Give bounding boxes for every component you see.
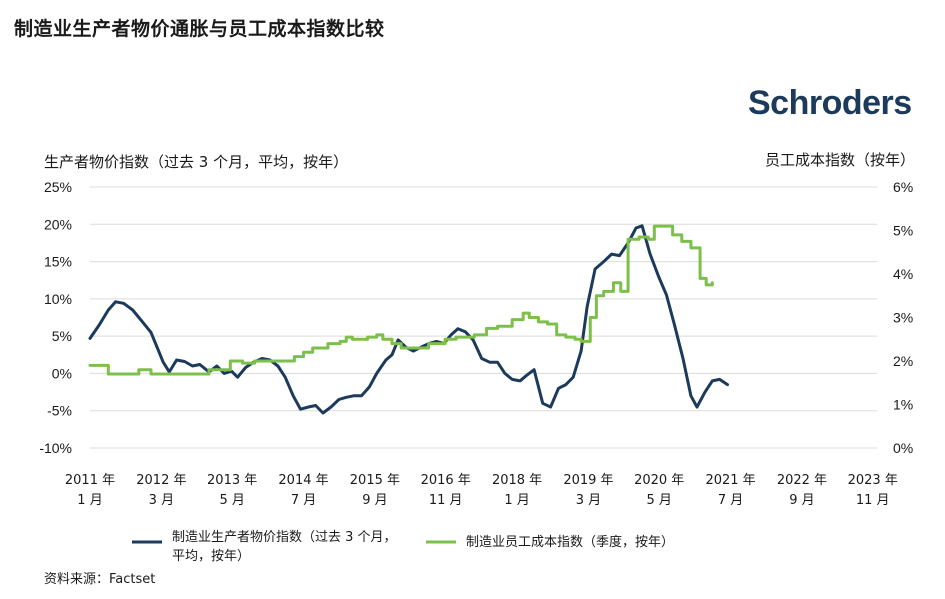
x-tick-year: 2018 年 — [492, 473, 542, 488]
legend-label-ppi-line1: 制造业生产者物价指数（过去 3 个月， — [172, 530, 397, 545]
x-tick-month: 3 月 — [576, 493, 601, 508]
x-tick-year: 2022 年 — [777, 473, 827, 488]
left-tick-label: 20% — [44, 216, 72, 232]
left-tick-label: 0% — [52, 365, 72, 381]
right-tick-label: 1% — [893, 397, 913, 413]
left-axis-ticks: 25% 20% 15% 10% 5% 0% -5% -10% — [39, 179, 72, 456]
gridlines — [90, 186, 877, 449]
x-tick-month: 5 月 — [219, 493, 244, 508]
x-tick-month: 9 月 — [789, 493, 814, 508]
left-tick-label: 5% — [52, 328, 72, 344]
right-tick-label: 3% — [893, 310, 913, 326]
schroders-logo: Schroders — [748, 84, 912, 122]
legend-item-eci: 制造业员工成本指数（季度，按年） — [466, 533, 674, 552]
x-tick-month: 7 月 — [291, 493, 316, 508]
right-tick-label: 6% — [893, 179, 913, 195]
x-tick-year: 2016 年 — [421, 473, 471, 488]
x-tick-month: 9 月 — [362, 493, 387, 508]
legend-item-ppi: 制造业生产者物价指数（过去 3 个月， 平均，按年） — [172, 528, 397, 566]
right-tick-label: 0% — [893, 440, 913, 456]
x-tick-year: 2011 年 — [65, 473, 115, 488]
series-lines — [88, 224, 729, 415]
x-tick-year: 2015 年 — [350, 473, 400, 488]
x-tick-year: 2021 年 — [705, 473, 755, 488]
x-tick-month: 1 月 — [77, 493, 102, 508]
left-tick-label: 15% — [44, 254, 72, 270]
x-tick-year: 2013 年 — [207, 473, 257, 488]
ppi-series-line — [88, 224, 729, 415]
x-tick-year: 2020 年 — [634, 473, 684, 488]
x-tick-month: 1 月 — [504, 493, 529, 508]
chart-title: 制造业生产者物价通胀与员工成本指数比较 — [14, 18, 385, 40]
x-tick-month: 3 月 — [149, 493, 174, 508]
x-tick-month: 11 月 — [856, 493, 890, 508]
left-tick-label: -5% — [47, 403, 72, 419]
right-tick-label: 5% — [893, 223, 913, 239]
left-tick-label: -10% — [39, 440, 72, 456]
legend-label-ppi-line2: 平均，按年） — [172, 549, 251, 564]
x-tick-month: 11 月 — [429, 493, 463, 508]
left-tick-label: 10% — [44, 291, 72, 307]
eci-series-line — [88, 224, 714, 376]
x-tick-month: 5 月 — [646, 493, 671, 508]
right-axis-ticks: 6% 5% 4% 3% 2% 1% 0% — [893, 179, 913, 456]
x-tick-year: 2012 年 — [136, 473, 186, 488]
left-axis-title: 生产者物价指数（过去 3 个月，平均，按年） — [44, 153, 349, 171]
x-axis-ticks: 2011 年 1 月 2012 年 3 月 2013 年 5 月 2014 年 7 月 2015… — [65, 473, 898, 508]
left-tick-label: 25% — [44, 179, 72, 195]
right-tick-label: 2% — [893, 353, 913, 369]
right-axis-title: 员工成本指数（按年） — [764, 151, 915, 169]
x-tick-month: 7 月 — [718, 493, 743, 508]
x-tick-year: 2014 年 — [278, 473, 328, 488]
x-tick-year: 2019 年 — [563, 473, 613, 488]
x-tick-year: 2023 年 — [848, 473, 898, 488]
right-tick-label: 4% — [893, 266, 913, 282]
legend-label-eci: 制造业员工成本指数（季度，按年） — [466, 535, 675, 550]
source-note: 资料来源：Factset — [44, 572, 156, 587]
